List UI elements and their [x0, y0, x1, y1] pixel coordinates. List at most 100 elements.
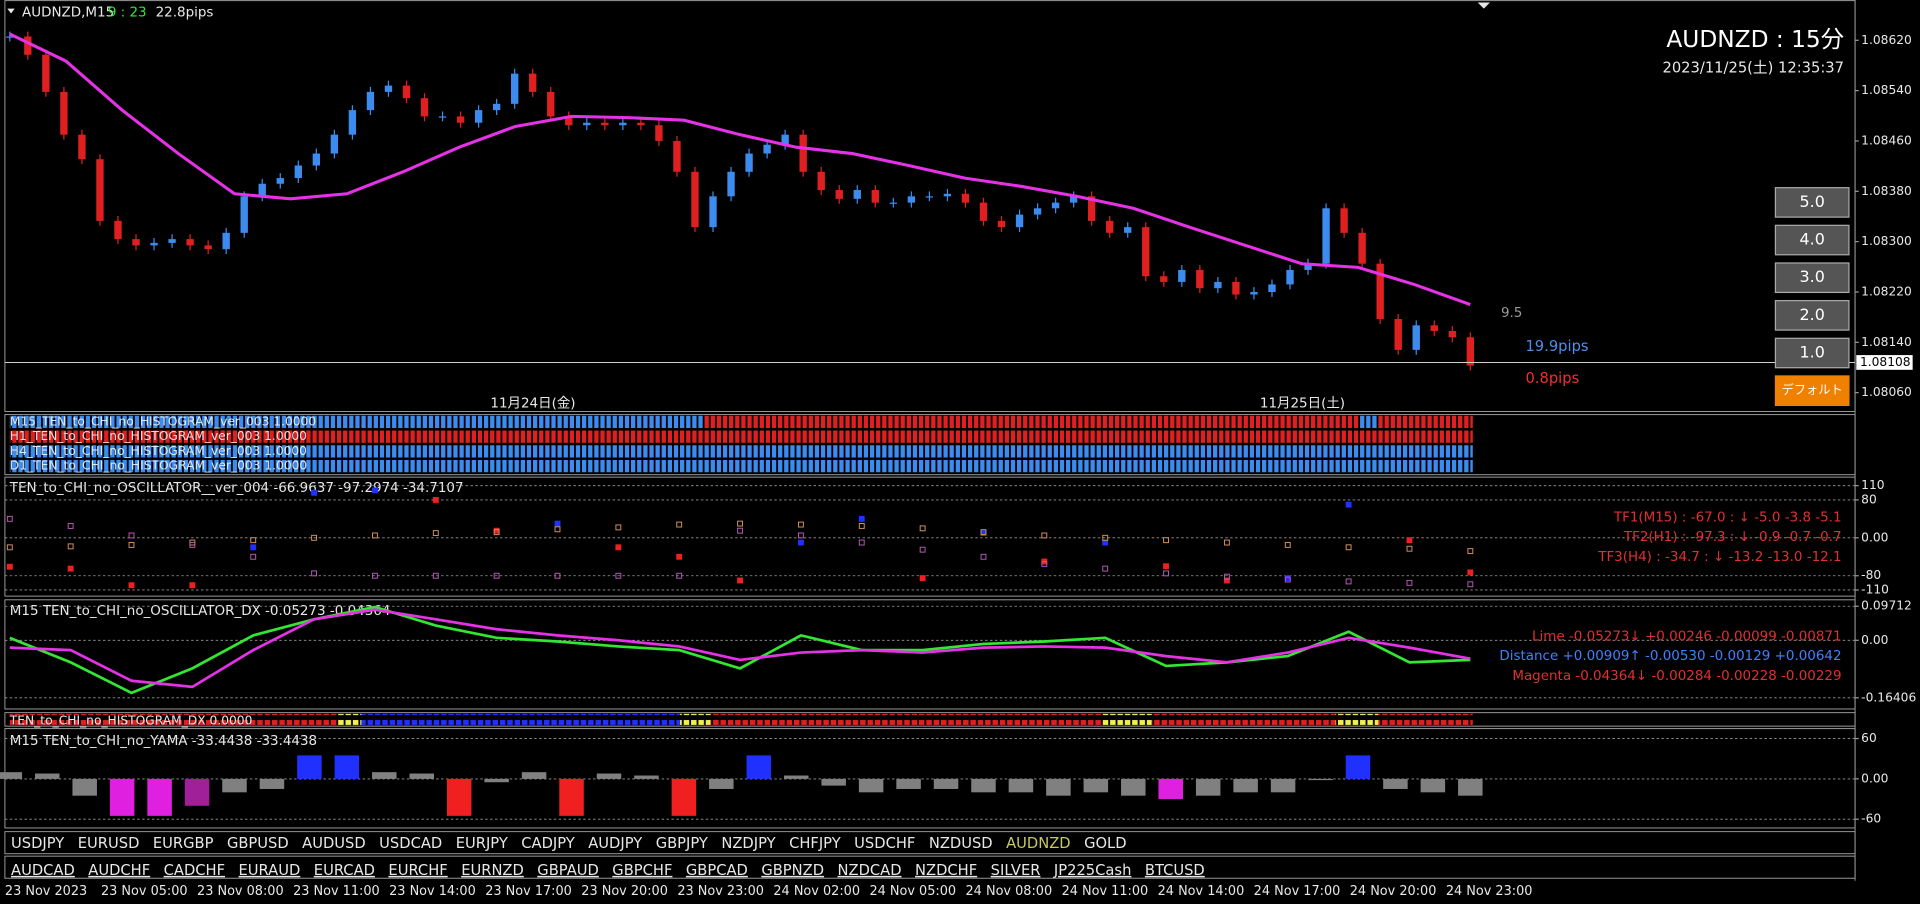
symbol-button[interactable]: EURCHF [388, 862, 447, 879]
time-label: 23 Nov 14:00 [389, 884, 476, 899]
menu-arrow[interactable] [7, 8, 15, 14]
osc-dot [615, 544, 622, 551]
yama-title: M15 TEN_to_CHI_no_YAMA -33.4438 -33.4438 [10, 733, 317, 749]
symbol-button[interactable]: AUDUSD [302, 835, 366, 852]
candle-body [673, 140, 681, 172]
symbol-button[interactable]: GBPCHF [612, 862, 672, 879]
y-tick-label: 1.08060 [1861, 385, 1912, 399]
candle-body [294, 165, 302, 179]
symbol-button[interactable]: EURAUD [239, 862, 301, 879]
time-label: 24 Nov 02:00 [773, 884, 860, 899]
button[interactable] [1774, 300, 1850, 331]
osc-dot [919, 546, 926, 553]
symbol-button[interactable]: JP225Cash [1053, 862, 1131, 879]
symbol-button[interactable]: AUDJPY [588, 835, 643, 852]
osc-dot [189, 582, 196, 589]
symbol-button[interactable]: EURUSD [78, 835, 140, 852]
osc-dot [797, 532, 804, 539]
symbol-button[interactable]: NZDCAD [838, 862, 902, 879]
yama-bar [1458, 778, 1483, 796]
candle-body [1106, 220, 1114, 233]
yama-bar [1345, 755, 1371, 779]
candle-body [1322, 208, 1330, 264]
candle-body [312, 153, 321, 166]
button-label[interactable]: デフォルト [1782, 382, 1843, 397]
button[interactable] [1774, 187, 1850, 218]
osc-dot [797, 521, 804, 528]
button-label[interactable]: 5.0 [1800, 192, 1825, 211]
button[interactable] [1774, 224, 1850, 256]
symbol-button[interactable]: NZDJPY [721, 835, 776, 852]
osc-dot [858, 539, 865, 546]
candle-body [510, 73, 519, 104]
osc-dot [128, 582, 135, 589]
candle-body [420, 98, 429, 117]
button[interactable] [1774, 262, 1850, 294]
osc-dot [1406, 579, 1413, 586]
symbol-button[interactable]: AUDCHF [88, 862, 150, 879]
candle-body [132, 239, 140, 246]
button-label[interactable]: 3.0 [1800, 267, 1825, 286]
osc-dot [1163, 537, 1169, 544]
osc-dot [1345, 544, 1352, 551]
symbol-button[interactable]: USDCAD [379, 835, 442, 852]
osc-dot [1345, 501, 1352, 508]
yama-bar [1195, 778, 1221, 796]
osc-dot [1223, 577, 1230, 584]
candle-body [835, 190, 843, 199]
symbol-button[interactable]: USDCHF [854, 835, 915, 852]
hist-seg [9, 445, 1473, 458]
button[interactable] [1774, 375, 1850, 407]
symbol-button[interactable]: GOLD [1084, 835, 1126, 852]
button-label[interactable]: 2.0 [1800, 305, 1825, 324]
symbol-button[interactable]: AUDNZD [1006, 835, 1071, 852]
y-tick-label: 0.00 [1861, 530, 1888, 544]
symbol-button[interactable]: EURCAD [314, 862, 375, 879]
osc-dot [493, 529, 500, 536]
symbol-button[interactable]: CADCHF [164, 862, 225, 879]
candle-body [1015, 214, 1024, 228]
symbol-button[interactable]: USDJPY [11, 835, 65, 852]
symbol-button[interactable]: EURNZD [461, 862, 524, 879]
candle-body [6, 36, 14, 38]
dx-title: M15 TEN_to_CHI_no_OSCILLATOR_DX -0.05273… [10, 603, 391, 619]
hist-dx-seg [9, 713, 337, 725]
osc-dot [615, 572, 622, 579]
symbol-button[interactable]: EURGBP [153, 835, 214, 852]
y-tick-label: 1.08220 [1861, 284, 1912, 298]
button[interactable] [1774, 337, 1850, 369]
symbol-button[interactable]: GBPAUD [537, 862, 599, 879]
symbol-button[interactable]: GBPNZD [761, 862, 824, 879]
symbol-button[interactable]: GBPUSD [227, 835, 289, 852]
y-tick-label: 1.08460 [1861, 133, 1912, 147]
yama-bar [1383, 778, 1408, 789]
osc-readout: TF1(M15) : -67.0 : ↓ -5.0 -3.8 -5.1 [1613, 510, 1842, 526]
symbol-button[interactable]: GBPJPY [656, 835, 709, 852]
candle-body [1142, 227, 1150, 277]
symbol-button[interactable]: BTCUSD [1145, 862, 1205, 879]
symbol-button[interactable]: CADJPY [521, 835, 575, 852]
candle-body [619, 122, 627, 126]
hist-dx-seg [1335, 713, 1379, 725]
candle-body [1214, 281, 1222, 289]
symbol-button[interactable]: NZDUSD [929, 835, 993, 852]
button-label[interactable]: 1.0 [1800, 343, 1825, 362]
moving-average [9, 32, 1471, 307]
yama-bar [334, 755, 360, 779]
hist-dx-seg [680, 713, 711, 725]
button-label[interactable]: 4.0 [1800, 230, 1825, 249]
candle-body [348, 110, 357, 135]
osc-dot [676, 521, 683, 528]
symbol-button[interactable]: GBPCAD [686, 862, 748, 879]
candle-body [1394, 319, 1402, 350]
symbol-button[interactable]: AUDCAD [11, 862, 75, 879]
symbol-button[interactable]: NZDCHF [915, 862, 977, 879]
candle-body [925, 196, 934, 198]
symbol-button[interactable]: SILVER [991, 862, 1041, 879]
yama-bar [372, 772, 397, 779]
range-pips: 19.9pips [1525, 338, 1588, 355]
yama-bar [484, 778, 509, 783]
symbol-button[interactable]: EURJPY [456, 835, 509, 852]
symbol-button[interactable]: CHFJPY [789, 835, 842, 852]
histogram-label: H1_TEN_to_CHI_no_HISTOGRAM_ver_003 1.000… [10, 429, 307, 443]
